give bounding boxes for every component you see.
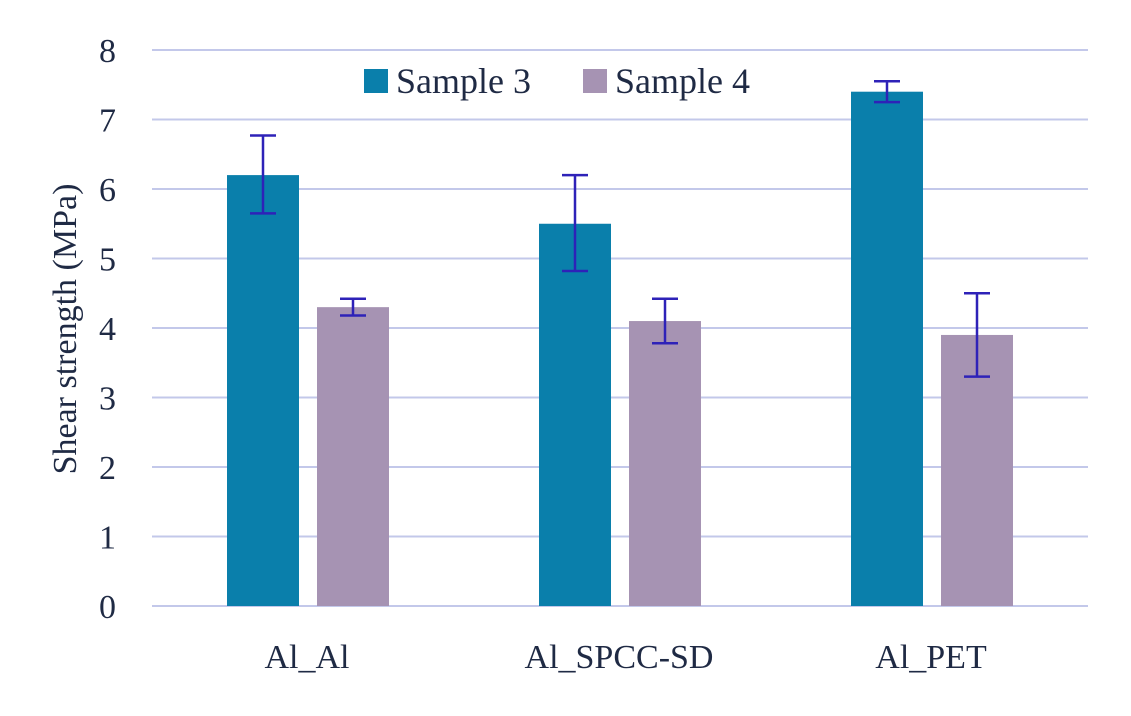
x-tick-label: Al_Al	[265, 639, 350, 676]
y-axis-ticks: 0 1 2 3 4 5 6 7 8	[99, 33, 116, 626]
error-bar	[562, 173, 588, 273]
y-tick-label: 4	[99, 311, 116, 348]
y-tick-label: 7	[99, 103, 116, 140]
y-tick-label: 5	[99, 242, 116, 279]
bar-sample-4-al_pet	[941, 334, 1013, 606]
bar-sample-3-al_pet	[851, 91, 923, 606]
legend-swatch	[583, 69, 607, 93]
error-bar	[964, 292, 990, 378]
x-tick-label: Al_PET	[875, 639, 987, 676]
bar-sample-3-al_spcc-sd	[539, 223, 611, 606]
y-axis-title: Shear strength (MPa)	[47, 184, 84, 475]
y-tick-label: 8	[99, 33, 116, 70]
y-tick-label: 2	[99, 450, 116, 487]
legend-item-sample-3: Sample 3	[364, 61, 531, 101]
error-bar	[652, 297, 678, 345]
y-tick-label: 3	[99, 381, 116, 418]
bar-sample-4-al_al	[317, 307, 389, 606]
x-tick-label: Al_SPCC-SD	[525, 639, 714, 676]
legend: Sample 3 Sample 4	[364, 61, 750, 101]
bar-sample-4-al_spcc-sd	[629, 321, 701, 606]
y-tick-label: 1	[99, 520, 116, 557]
error-bars	[250, 80, 990, 378]
error-bar	[340, 297, 366, 317]
x-axis-ticks: Al_Al Al_SPCC-SD Al_PET	[265, 639, 987, 676]
legend-item-sample-4: Sample 4	[583, 61, 750, 101]
y-tick-label: 0	[99, 589, 116, 626]
bars	[227, 91, 1013, 606]
legend-swatch	[364, 69, 388, 93]
error-bar	[874, 80, 900, 104]
bar-sample-3-al_al	[227, 175, 299, 606]
error-bar	[250, 134, 276, 215]
gridlines	[152, 49, 1088, 607]
legend-label: Sample 3	[396, 61, 531, 101]
y-tick-label: 6	[99, 172, 116, 209]
legend-label: Sample 4	[615, 61, 750, 101]
